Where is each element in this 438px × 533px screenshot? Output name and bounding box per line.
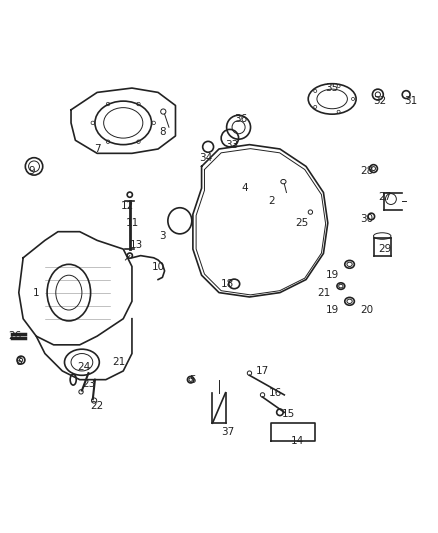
Text: 29: 29 (378, 244, 391, 254)
Text: 23: 23 (82, 379, 95, 389)
Text: 27: 27 (378, 192, 391, 202)
Text: 12: 12 (121, 200, 134, 211)
Text: 33: 33 (226, 140, 239, 150)
Text: 31: 31 (404, 96, 417, 106)
Text: 22: 22 (91, 401, 104, 411)
Text: 4: 4 (242, 183, 248, 193)
Text: 32: 32 (374, 96, 387, 106)
Text: 1: 1 (33, 288, 39, 297)
Text: 7: 7 (94, 144, 100, 154)
Text: 21: 21 (317, 288, 330, 297)
Text: 26: 26 (8, 331, 21, 341)
Text: 13: 13 (130, 240, 143, 250)
Text: 17: 17 (256, 366, 269, 376)
Text: 6: 6 (15, 357, 22, 367)
Text: 20: 20 (360, 305, 374, 315)
Text: 28: 28 (360, 166, 374, 176)
Text: 16: 16 (269, 387, 282, 398)
Text: 2: 2 (268, 196, 275, 206)
Text: 21: 21 (112, 357, 126, 367)
Text: 5: 5 (190, 375, 196, 385)
Text: 19: 19 (325, 270, 339, 280)
Text: 9: 9 (28, 166, 35, 176)
Text: 25: 25 (295, 218, 308, 228)
Text: 8: 8 (159, 126, 166, 136)
Text: 19: 19 (325, 305, 339, 315)
Text: 11: 11 (125, 218, 138, 228)
Text: 14: 14 (291, 435, 304, 446)
Text: 36: 36 (234, 114, 247, 124)
Text: 3: 3 (159, 231, 166, 241)
Text: 30: 30 (360, 214, 374, 224)
Text: 35: 35 (325, 83, 339, 93)
Text: 10: 10 (152, 262, 165, 271)
Text: 34: 34 (199, 152, 212, 163)
Text: 37: 37 (221, 427, 234, 437)
Text: 18: 18 (221, 279, 234, 289)
Text: 24: 24 (78, 361, 91, 372)
Text: 15: 15 (282, 409, 295, 419)
